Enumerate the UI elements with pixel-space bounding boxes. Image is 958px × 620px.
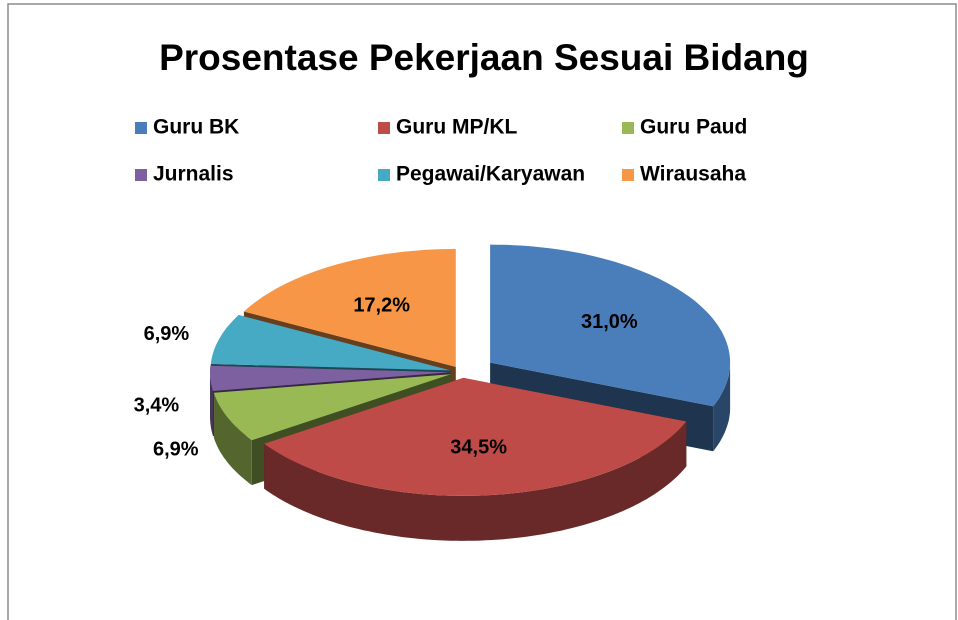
- legend-swatch: [378, 122, 390, 134]
- slice-top: [210, 365, 450, 391]
- data-label: 17,2%: [353, 295, 410, 317]
- chart-title: Prosentase Pekerjaan Sesuai Bidang: [159, 37, 809, 78]
- legend-swatch: [135, 169, 147, 181]
- slice-top: [213, 374, 451, 441]
- slice-top: [243, 248, 456, 367]
- legend-swatch: [135, 122, 147, 134]
- legend-swatch: [622, 122, 634, 134]
- data-label: 3,4%: [134, 395, 180, 417]
- slice-side: [213, 392, 252, 486]
- legend-swatch: [622, 169, 634, 181]
- legend-label: Wirausaha: [640, 163, 746, 186]
- legend-label: Guru BK: [153, 116, 239, 139]
- legend-label: Guru MP/KL: [396, 116, 517, 139]
- slice-top: [490, 244, 731, 407]
- slice-side: [210, 372, 213, 436]
- legend-swatch: [378, 169, 390, 181]
- legend-label: Jurnalis: [153, 163, 234, 186]
- legend-label: Pegawai/Karyawan: [396, 163, 585, 186]
- data-label: 6,9%: [153, 438, 199, 460]
- slice-top: [210, 315, 451, 371]
- pie-slice: [264, 377, 687, 541]
- data-label: 6,9%: [144, 323, 190, 345]
- slice-top: [264, 377, 687, 496]
- slice-side: [264, 421, 687, 541]
- legend-label: Guru Paud: [640, 116, 747, 139]
- data-label: 31,0%: [581, 311, 638, 333]
- data-label: 34,5%: [450, 437, 507, 459]
